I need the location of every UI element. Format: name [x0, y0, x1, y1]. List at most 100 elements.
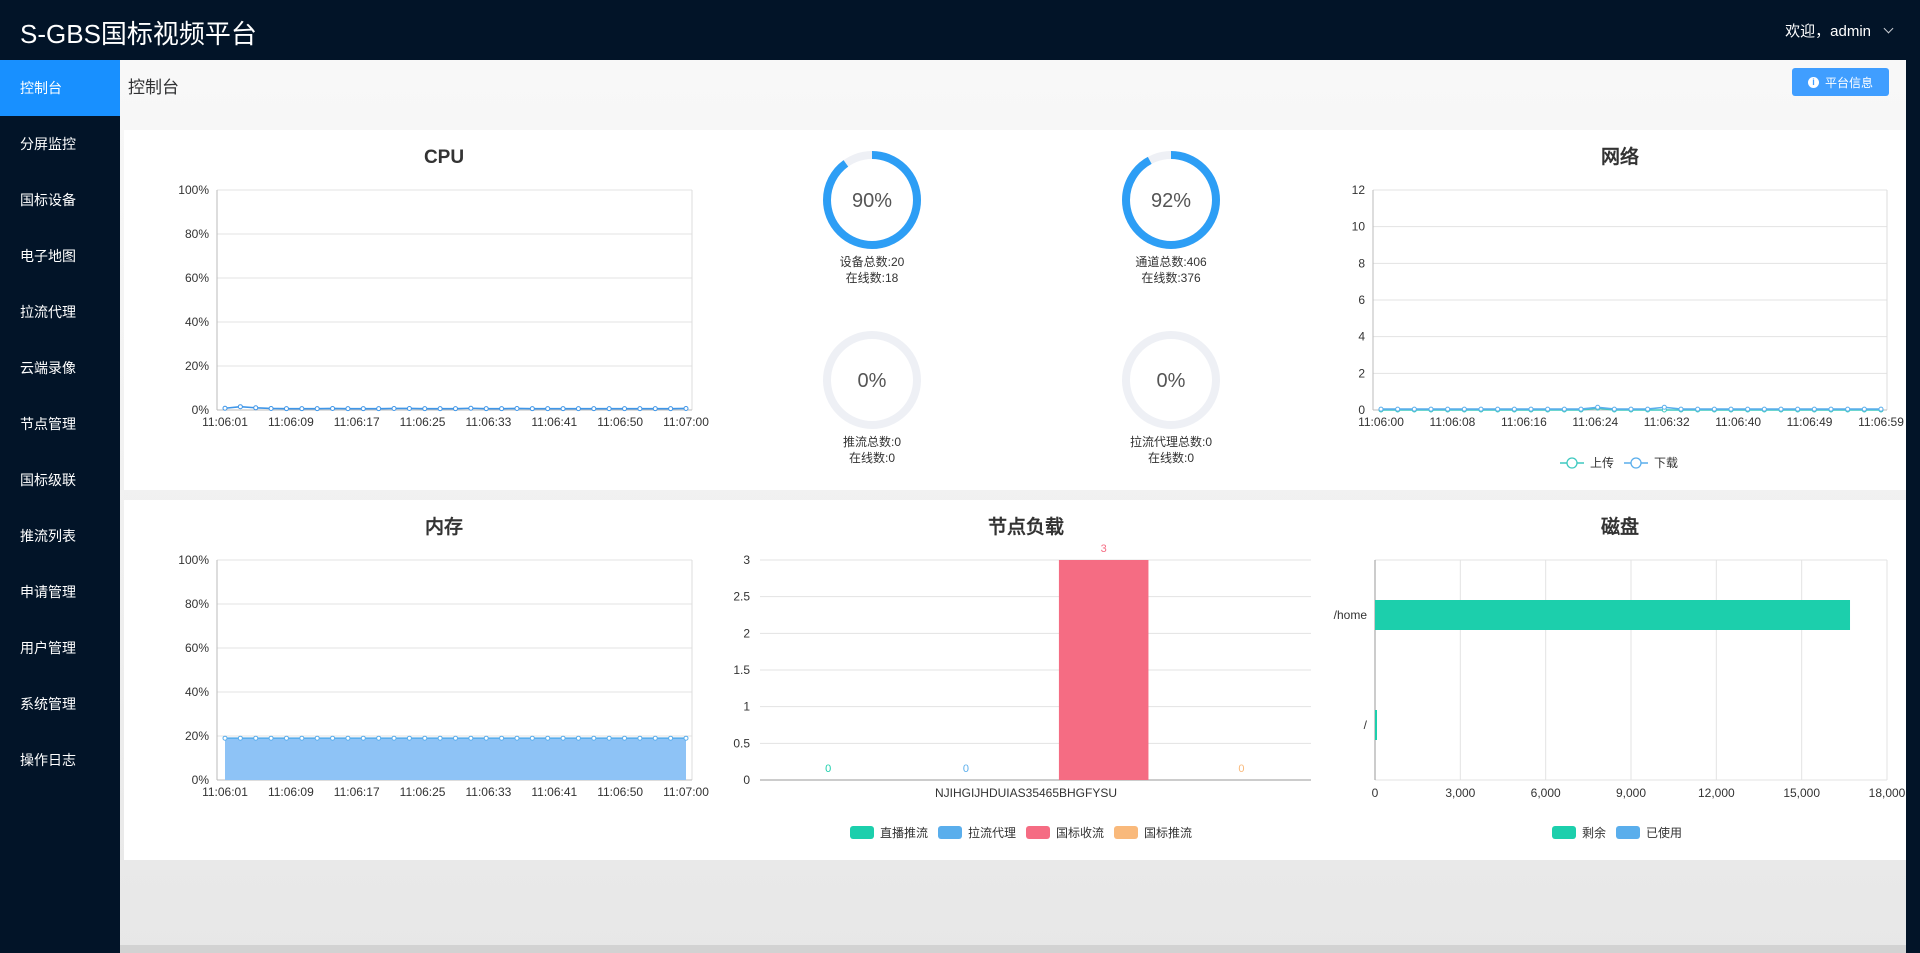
memory-data-point: [222, 735, 228, 741]
gauge-track: [1122, 331, 1220, 429]
memory-data-point: [683, 735, 689, 741]
sidebar-item-users[interactable]: 用户管理: [20, 640, 76, 656]
network-y-tick: 4: [1358, 330, 1365, 344]
cpu-data-point: [360, 406, 366, 412]
disk-x-tick: 6,000: [1531, 786, 1561, 800]
node-load-data-label: 0: [825, 763, 831, 775]
node-load-legend-label: 国标推流: [1144, 826, 1192, 840]
scrollbar[interactable]: [1906, 0, 1920, 953]
memory-data-point: [483, 735, 489, 741]
network-data-point: [1561, 406, 1567, 412]
memory-x-tick: 11:06:50: [597, 785, 643, 799]
sidebar-item-cloud-record[interactable]: 云端录像: [20, 360, 76, 376]
cpu-data-point: [483, 406, 489, 412]
network-data-point: [1395, 406, 1401, 412]
cpu-data-point: [299, 406, 305, 412]
network-data-point: [1595, 404, 1601, 410]
cpu-data-point: [637, 406, 643, 412]
network-data-point: [1511, 406, 1517, 412]
memory-x-tick: 11:06:33: [466, 785, 512, 799]
sidebar-item-split-monitor[interactable]: 分屏监控: [20, 136, 76, 152]
cpu-data-point: [652, 406, 658, 412]
cpu-data-point: [406, 405, 412, 411]
gauge-caption: 在线数:18: [846, 270, 899, 285]
dashboard-row-bottom: 内存 0% 20% 40% 60% 80% 100% 11:06:01 11:06:09 11:0…: [124, 500, 1906, 860]
cpu-data-point: [283, 406, 289, 412]
network-data-point: [1545, 406, 1551, 412]
memory-chart: 内存 0% 20% 40% 60% 80% 100% 11:06:01 11:06:09 11:0…: [178, 515, 709, 799]
cpu-data-point: [422, 406, 428, 412]
disk-category-label: /home: [1334, 608, 1368, 622]
cpu-x-tick: 11:06:25: [400, 415, 446, 429]
network-data-point: [1695, 406, 1701, 412]
network-x-tick: 11:06:16: [1501, 415, 1547, 429]
page-title: 控制台: [128, 78, 179, 97]
sidebar-item-logs[interactable]: 操作日志: [20, 752, 76, 768]
memory-data-point: [314, 735, 320, 741]
node-load-y-tick: 0.5: [733, 736, 750, 750]
disk-bar: [1375, 710, 1377, 740]
node-load-y-tick: 1: [743, 700, 750, 714]
user-menu[interactable]: 欢迎，admin: [1785, 20, 1894, 41]
sidebar-item-system[interactable]: 系统管理: [20, 696, 76, 712]
network-data-point: [1628, 406, 1634, 412]
network-y-tick: 8: [1358, 256, 1365, 270]
cpu-data-point: [622, 406, 628, 412]
network-y-tick: 12: [1352, 183, 1366, 197]
cpu-data-point: [514, 405, 520, 411]
node-load-data-label: 3: [1101, 543, 1107, 555]
sidebar-item-applications[interactable]: 申请管理: [20, 584, 76, 600]
sidebar-item-push-list[interactable]: 推流列表: [20, 528, 76, 544]
network-x-tick: 11:06:08: [1430, 415, 1476, 429]
memory-data-point: [391, 735, 397, 741]
horizontal-scrollbar[interactable]: [120, 945, 1906, 953]
node-load-y-tick: 3: [743, 553, 750, 567]
gauge-progress-arc: [1122, 151, 1220, 249]
sidebar-item-nodes[interactable]: 节点管理: [20, 416, 76, 432]
sidebar-item-gb-devices[interactable]: 国标设备: [20, 192, 76, 208]
cpu-data-point: [314, 406, 320, 412]
cpu-data-point: [453, 406, 458, 412]
node-load-legend-label: 拉流代理: [968, 825, 1016, 840]
memory-data-point: [406, 735, 412, 741]
sidebar-item-console[interactable]: 控制台: [0, 60, 120, 116]
cpu-data-point: [575, 406, 581, 412]
memory-data-point: [499, 735, 505, 741]
network-data-point: [1845, 406, 1851, 412]
sidebar-item-cascade[interactable]: 国标级联: [20, 472, 76, 488]
app-title: S-GBS国标视频平台: [20, 19, 257, 49]
user-greeting: 欢迎，admin: [1785, 23, 1871, 40]
gauge-value: 92%: [1151, 190, 1191, 212]
platform-info-button[interactable]: i 平台信息: [1792, 68, 1889, 96]
gauge-caption: 拉流代理总数:0: [1130, 434, 1212, 449]
cpu-y-tick: 100%: [178, 183, 209, 197]
node-load-legend-swatch: [850, 826, 874, 839]
network-data-point: [1611, 406, 1617, 412]
disk-x-tick: 9,000: [1616, 786, 1646, 800]
gauge-caption: 在线数:376: [1141, 270, 1201, 285]
memory-chart-title: 内存: [425, 515, 463, 538]
sidebar-item-stream-proxy[interactable]: 拉流代理: [20, 304, 76, 320]
node-load-chart-title: 节点负载: [988, 515, 1064, 538]
disk-x-tick: 0: [1372, 786, 1379, 800]
memory-data-point: [253, 735, 259, 741]
memory-data-point: [514, 735, 520, 741]
disk-chart-title: 磁盘: [1601, 515, 1639, 538]
gauge-value: 0%: [1157, 370, 1186, 392]
disk-legend-swatch: [1552, 826, 1576, 839]
chevron-down-icon: [1883, 23, 1894, 34]
node-load-legend-swatch: [1114, 826, 1138, 839]
memory-data-point: [330, 735, 336, 741]
memory-data-point: [575, 735, 581, 741]
cpu-data-point: [668, 406, 674, 412]
memory-area-fill: [225, 738, 686, 780]
gauge-track: [823, 331, 921, 429]
memory-x-tick: 11:06:09: [268, 785, 314, 799]
network-x-tick: 11:06:49: [1787, 415, 1833, 429]
memory-data-point: [299, 735, 305, 741]
network-data-point: [1778, 406, 1784, 412]
sidebar-item-map[interactable]: 电子地图: [20, 248, 76, 264]
